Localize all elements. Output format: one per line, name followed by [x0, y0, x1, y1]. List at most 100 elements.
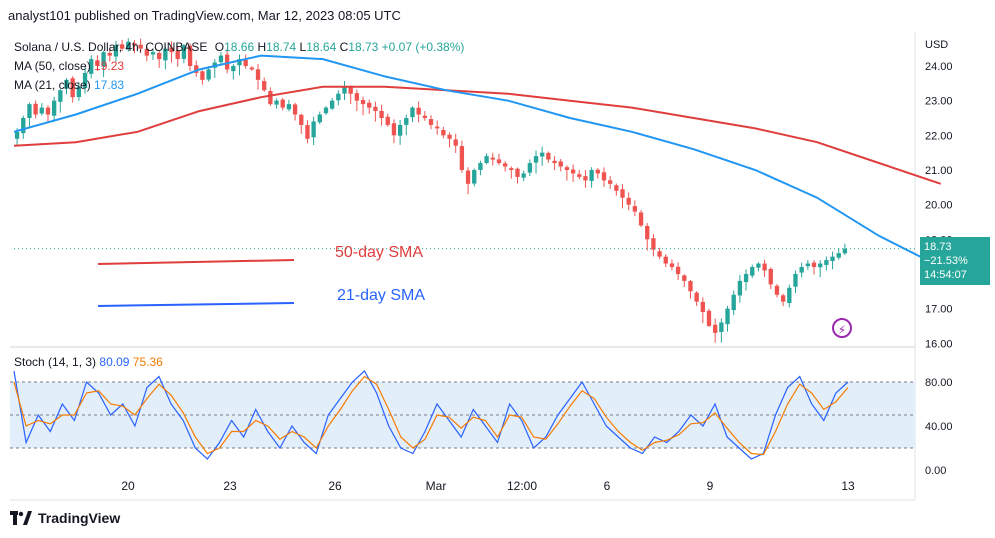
- candle-body[interactable]: [527, 163, 533, 173]
- candle-body[interactable]: [787, 287, 792, 304]
- candle-body[interactable]: [311, 121, 316, 138]
- candle-body[interactable]: [379, 110, 384, 118]
- candle-body[interactable]: [268, 91, 273, 105]
- candle-body[interactable]: [780, 295, 786, 302]
- ma21-line[interactable]: [13, 54, 942, 268]
- candle-body[interactable]: [824, 260, 829, 265]
- ma50-line[interactable]: [13, 85, 942, 185]
- candle-body[interactable]: [76, 86, 82, 98]
- candle-body[interactable]: [286, 104, 292, 110]
- candle-body[interactable]: [329, 100, 335, 109]
- candle-body[interactable]: [688, 281, 693, 292]
- candle-body[interactable]: [89, 59, 94, 74]
- candle-body[interactable]: [799, 267, 804, 273]
- candle-body[interactable]: [577, 174, 582, 177]
- candle-body[interactable]: [768, 268, 773, 285]
- candle-body[interactable]: [496, 159, 502, 164]
- candle-body[interactable]: [743, 273, 749, 283]
- candle-body[interactable]: [558, 161, 563, 167]
- candle-body[interactable]: [651, 238, 656, 250]
- candle-body[interactable]: [521, 173, 526, 178]
- tradingview-logo[interactable]: TradingView: [10, 510, 120, 526]
- candle-body[interactable]: [502, 163, 508, 167]
- candle-body[interactable]: [830, 256, 835, 262]
- candle-body[interactable]: [101, 52, 106, 67]
- candle-body[interactable]: [132, 43, 137, 46]
- candle-body[interactable]: [373, 106, 378, 112]
- candle-body[interactable]: [360, 100, 366, 105]
- candle-body[interactable]: [33, 103, 38, 115]
- candle-body[interactable]: [564, 167, 570, 170]
- candle-body[interactable]: [490, 157, 495, 160]
- candle-body[interactable]: [194, 65, 199, 73]
- candle-body[interactable]: [385, 116, 390, 125]
- candle-body[interactable]: [725, 308, 730, 325]
- lightning-icon[interactable]: ⚡: [832, 318, 852, 338]
- candle-body[interactable]: [262, 81, 267, 91]
- candle-body[interactable]: [836, 253, 841, 258]
- candle-body[interactable]: [700, 301, 705, 313]
- candle-body[interactable]: [805, 263, 811, 267]
- candle-body[interactable]: [750, 267, 755, 276]
- candle-body[interactable]: [144, 48, 149, 56]
- candle-body[interactable]: [645, 225, 650, 240]
- candle-body[interactable]: [45, 107, 51, 115]
- candle-body[interactable]: [607, 180, 613, 184]
- candle-body[interactable]: [243, 59, 248, 66]
- candle-body[interactable]: [793, 273, 798, 287]
- candle-body[interactable]: [657, 251, 662, 257]
- candle-body[interactable]: [175, 50, 180, 60]
- price-pane[interactable]: [13, 38, 942, 343]
- candle-body[interactable]: [305, 125, 310, 139]
- candle-body[interactable]: [706, 310, 712, 326]
- candle-body[interactable]: [206, 69, 211, 80]
- candle-body[interactable]: [453, 139, 458, 146]
- stoch-k-line[interactable]: [13, 370, 849, 460]
- candle-body[interactable]: [416, 107, 421, 115]
- candle-body[interactable]: [713, 324, 718, 333]
- candle-body[interactable]: [354, 93, 360, 101]
- candle-body[interactable]: [509, 168, 514, 170]
- candle-body[interactable]: [410, 107, 415, 118]
- candle-body[interactable]: [818, 263, 823, 268]
- candle-body[interactable]: [583, 176, 588, 181]
- candle-body[interactable]: [756, 263, 761, 268]
- candle-body[interactable]: [589, 169, 594, 181]
- candle-body[interactable]: [299, 114, 304, 125]
- candle-body[interactable]: [181, 45, 187, 59]
- candle-body[interactable]: [82, 72, 88, 88]
- stoch-d-line[interactable]: [13, 375, 849, 456]
- candle-body[interactable]: [200, 71, 205, 80]
- candle-body[interactable]: [58, 90, 63, 102]
- candle-body[interactable]: [126, 41, 131, 50]
- candle-body[interactable]: [138, 44, 143, 49]
- candle-body[interactable]: [255, 69, 261, 80]
- candle-body[interactable]: [626, 197, 631, 205]
- candle-body[interactable]: [422, 115, 427, 118]
- candle-body[interactable]: [113, 45, 119, 57]
- candle-body[interactable]: [280, 99, 285, 108]
- candle-body[interactable]: [465, 170, 471, 184]
- candle-body[interactable]: [292, 104, 298, 115]
- candle-body[interactable]: [614, 185, 619, 191]
- candle-body[interactable]: [459, 146, 465, 170]
- candle-body[interactable]: [638, 212, 644, 226]
- candle-body[interactable]: [682, 275, 687, 281]
- candle-body[interactable]: [428, 119, 434, 125]
- candle-body[interactable]: [762, 263, 767, 271]
- candle-body[interactable]: [546, 152, 551, 160]
- candle-body[interactable]: [348, 87, 353, 94]
- candle-body[interactable]: [669, 263, 675, 268]
- candle-body[interactable]: [249, 67, 255, 70]
- candle-body[interactable]: [663, 256, 668, 264]
- candle-body[interactable]: [842, 248, 848, 254]
- candle-body[interactable]: [774, 285, 780, 295]
- candle-body[interactable]: [620, 189, 625, 198]
- candle-body[interactable]: [64, 79, 69, 89]
- candle-body[interactable]: [540, 152, 545, 157]
- candle-body[interactable]: [317, 114, 322, 123]
- candle-body[interactable]: [811, 262, 817, 268]
- candle-body[interactable]: [218, 55, 224, 63]
- candle-body[interactable]: [533, 156, 539, 163]
